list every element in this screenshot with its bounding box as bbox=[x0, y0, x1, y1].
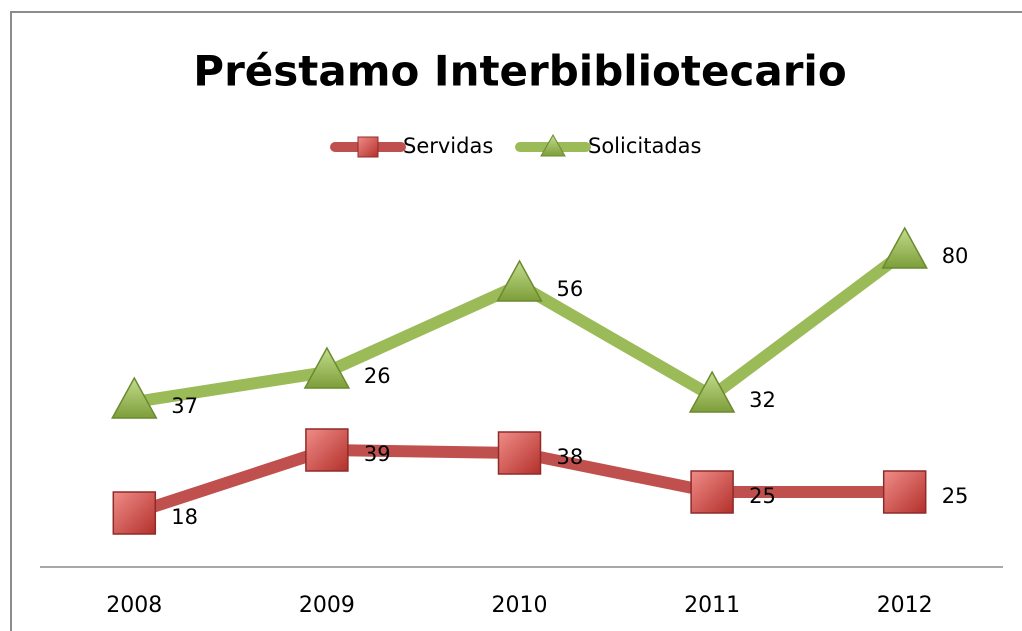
data-label: 25 bbox=[749, 484, 776, 508]
data-label: 38 bbox=[557, 445, 584, 469]
marker bbox=[112, 491, 157, 535]
x-tick-label: 2008 bbox=[106, 593, 162, 618]
x-tick-label: 2010 bbox=[492, 593, 548, 618]
x-tick-label: 2012 bbox=[877, 593, 933, 618]
marker bbox=[111, 376, 158, 419]
legend-label: Solicitadas bbox=[588, 134, 701, 158]
legend-label: Servidas bbox=[403, 134, 493, 158]
data-label: 26 bbox=[364, 364, 391, 388]
data-label: 37 bbox=[171, 394, 198, 418]
marker bbox=[690, 470, 734, 514]
marker bbox=[882, 470, 927, 514]
chart-title: Préstamo Interbibliotecario bbox=[193, 47, 846, 96]
data-label: 39 bbox=[364, 442, 391, 466]
x-tick-label: 2009 bbox=[299, 593, 355, 618]
data-label: 32 bbox=[749, 388, 776, 412]
data-label: 80 bbox=[942, 244, 969, 268]
marker bbox=[496, 259, 543, 302]
chart-border bbox=[10, 11, 1022, 631]
legend-marker bbox=[540, 133, 566, 157]
data-label: 25 bbox=[942, 484, 969, 508]
marker bbox=[303, 346, 351, 389]
x-tick-label: 2011 bbox=[684, 593, 740, 618]
marker bbox=[497, 431, 542, 475]
legend-marker bbox=[357, 136, 379, 158]
marker bbox=[881, 226, 928, 269]
data-label: 56 bbox=[557, 277, 584, 301]
data-label: 18 bbox=[171, 505, 198, 529]
marker bbox=[688, 370, 736, 413]
marker bbox=[305, 428, 349, 472]
